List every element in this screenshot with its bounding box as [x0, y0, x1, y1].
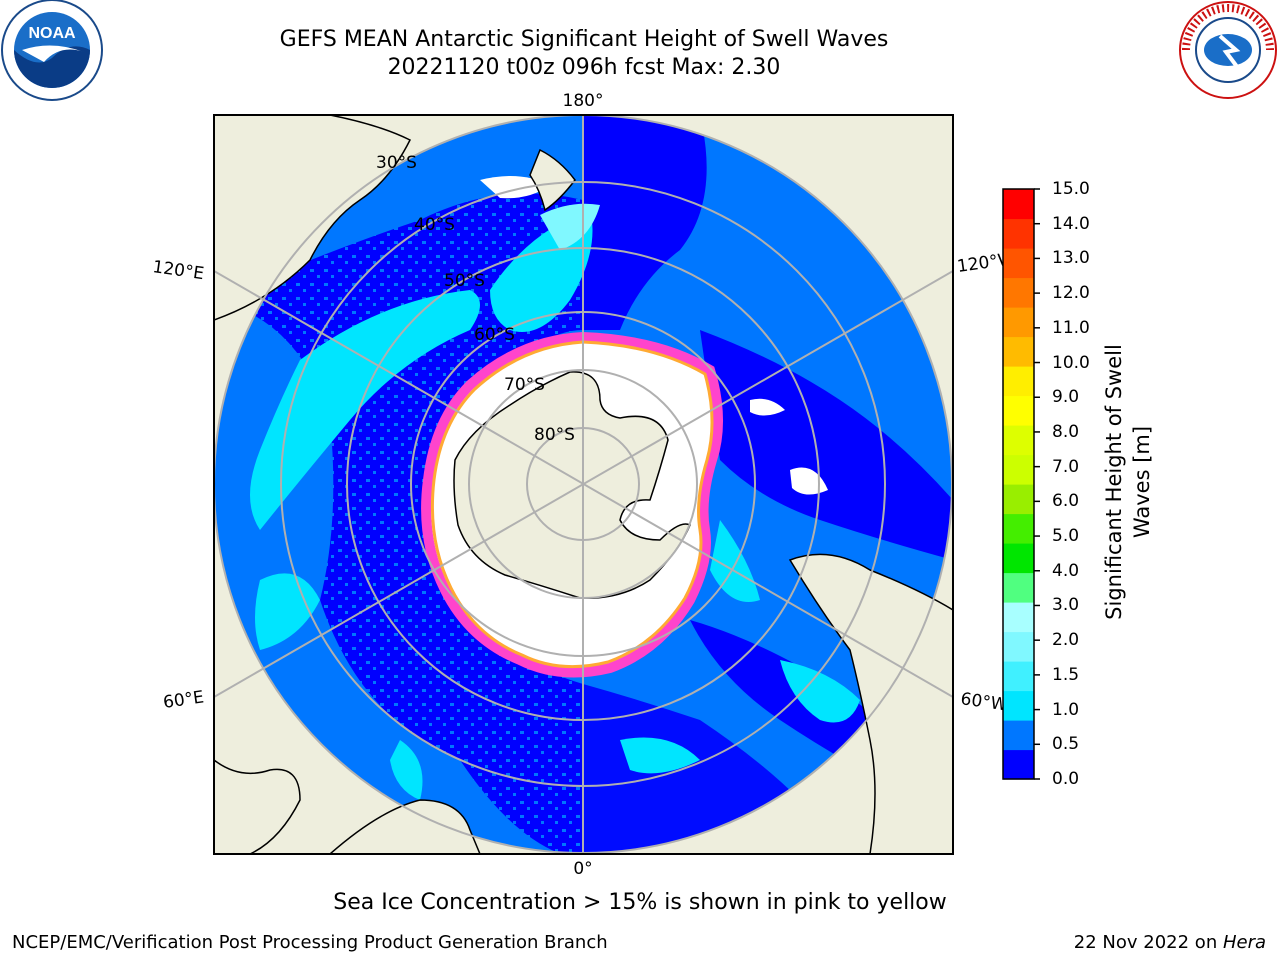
low-swell-zone-north [583, 115, 707, 330]
colorbar-segment [1003, 395, 1034, 426]
colorbar-segment [1003, 277, 1034, 308]
colorbar-tick-label: 8.0 [1052, 421, 1080, 442]
low-swell-zone-south [583, 684, 800, 853]
map-area [214, 115, 953, 854]
colorbar-segment [1003, 602, 1034, 633]
svg-text:NOAA: NOAA [28, 25, 76, 42]
lat-label-50s: 50°S [444, 271, 485, 291]
south-america-landmass [788, 553, 953, 854]
swell-band-cyan-7 [390, 740, 423, 800]
colorbar-segment [1003, 690, 1034, 721]
machine-name: Hera [1222, 932, 1266, 953]
swell-band-cyan-1 [250, 290, 480, 530]
colorbar-segment [1003, 366, 1034, 397]
colorbar-tick-label: 0.0 [1052, 769, 1080, 789]
colorbar-segment [1003, 484, 1034, 515]
colorbar-tick-label: 11.0 [1052, 317, 1090, 338]
chart-subtitle: 20221120 t00z 096h fcst Max: 2.30 [387, 55, 781, 80]
lat-label-80s: 80°S [534, 425, 575, 445]
colorbar-segment [1003, 720, 1034, 751]
colorbar [1003, 188, 1040, 780]
new-zealand-landmass [529, 148, 576, 212]
colorbar-segment [1003, 513, 1034, 544]
colorbar-segment [1003, 749, 1034, 780]
colorbar-tick-label: 14.0 [1052, 213, 1090, 234]
colorbar-segment [1003, 248, 1034, 279]
colorbar-segment [1003, 425, 1034, 456]
colorbar-segment [1003, 631, 1034, 662]
chart-title: GEFS MEAN Antarctic Significant Height o… [279, 27, 889, 52]
swell-band-cyan-4 [780, 660, 860, 723]
low-swell-zone-east [700, 330, 952, 560]
nws-logo [1179, 1, 1277, 99]
date-line: 22 Nov 2022 on Hera [1074, 932, 1266, 953]
swell-band-light-cyan [540, 203, 600, 250]
map-frame [213, 114, 954, 855]
swell-band-cyan-3 [255, 573, 320, 650]
lon-label-0: 0° [573, 859, 592, 879]
lat-label-60s: 60°S [474, 325, 515, 345]
colorbar-tick-label: 13.0 [1052, 248, 1090, 269]
colorbar-segment [1003, 218, 1034, 249]
colorbar-segment [1003, 307, 1034, 338]
colorbar-segment [1003, 189, 1034, 220]
lat-label-70s: 70°S [504, 375, 545, 395]
no-data-patch-1 [480, 176, 550, 199]
lat-label-40s: 40°S [414, 215, 455, 235]
colorbar-label: Significant Height of Swell Waves [m] [1102, 344, 1154, 620]
colorbar-tick-label: 7.0 [1052, 456, 1080, 477]
australia-landmass [214, 115, 412, 321]
lat-label-30s: 30°S [376, 153, 417, 173]
lon-label-60e: 60°E [162, 687, 205, 712]
colorbar-tick-label: 0.5 [1052, 734, 1080, 755]
colorbar-tick-label: 9.0 [1052, 387, 1080, 408]
sea-ice-note: Sea Ice Concentration > 15% is shown in … [333, 890, 947, 915]
swell-band-cyan-6 [620, 737, 700, 774]
africa-landmass [328, 799, 481, 854]
colorbar-segment [1003, 336, 1034, 367]
swell-band-cyan-5 [710, 520, 760, 602]
colorbar-segment [1003, 454, 1034, 485]
colorbar-tick-label: 4.0 [1052, 560, 1080, 581]
colorbar-tick-label: 15.0 [1052, 179, 1090, 199]
colorbar-segment [1003, 661, 1034, 692]
lon-label-60w: 60°W [959, 689, 1008, 715]
no-data-patch-2 [750, 398, 785, 416]
colorbar-frame [1002, 188, 1035, 780]
colorbar-tick-label: 2.0 [1052, 630, 1080, 651]
lon-label-120e: 120°E [151, 257, 205, 284]
credit-line: NCEP/EMC/Verification Post Processing Pr… [12, 932, 608, 953]
colorbar-tick-label: 5.0 [1052, 526, 1080, 547]
colorbar-tick-label: 3.0 [1052, 595, 1080, 616]
date-text: 22 Nov 2022 on [1073, 932, 1223, 953]
colorbar-tick-label: 10.0 [1052, 352, 1090, 373]
madagascar-landmass [214, 759, 301, 854]
colorbar-tick-label: 12.0 [1052, 283, 1090, 304]
colorbar-tick-label: 1.0 [1052, 699, 1080, 720]
lon-label-180: 180° [563, 91, 604, 111]
colorbar-segment [1003, 572, 1034, 603]
colorbar-segment [1003, 543, 1034, 574]
sea-ice-edge-inner [430, 340, 714, 669]
noaa-logo: NOAA [1, 0, 103, 101]
colorbar-tick-label: 6.0 [1052, 491, 1080, 512]
colorbar-tick-label: 1.5 [1052, 664, 1080, 685]
